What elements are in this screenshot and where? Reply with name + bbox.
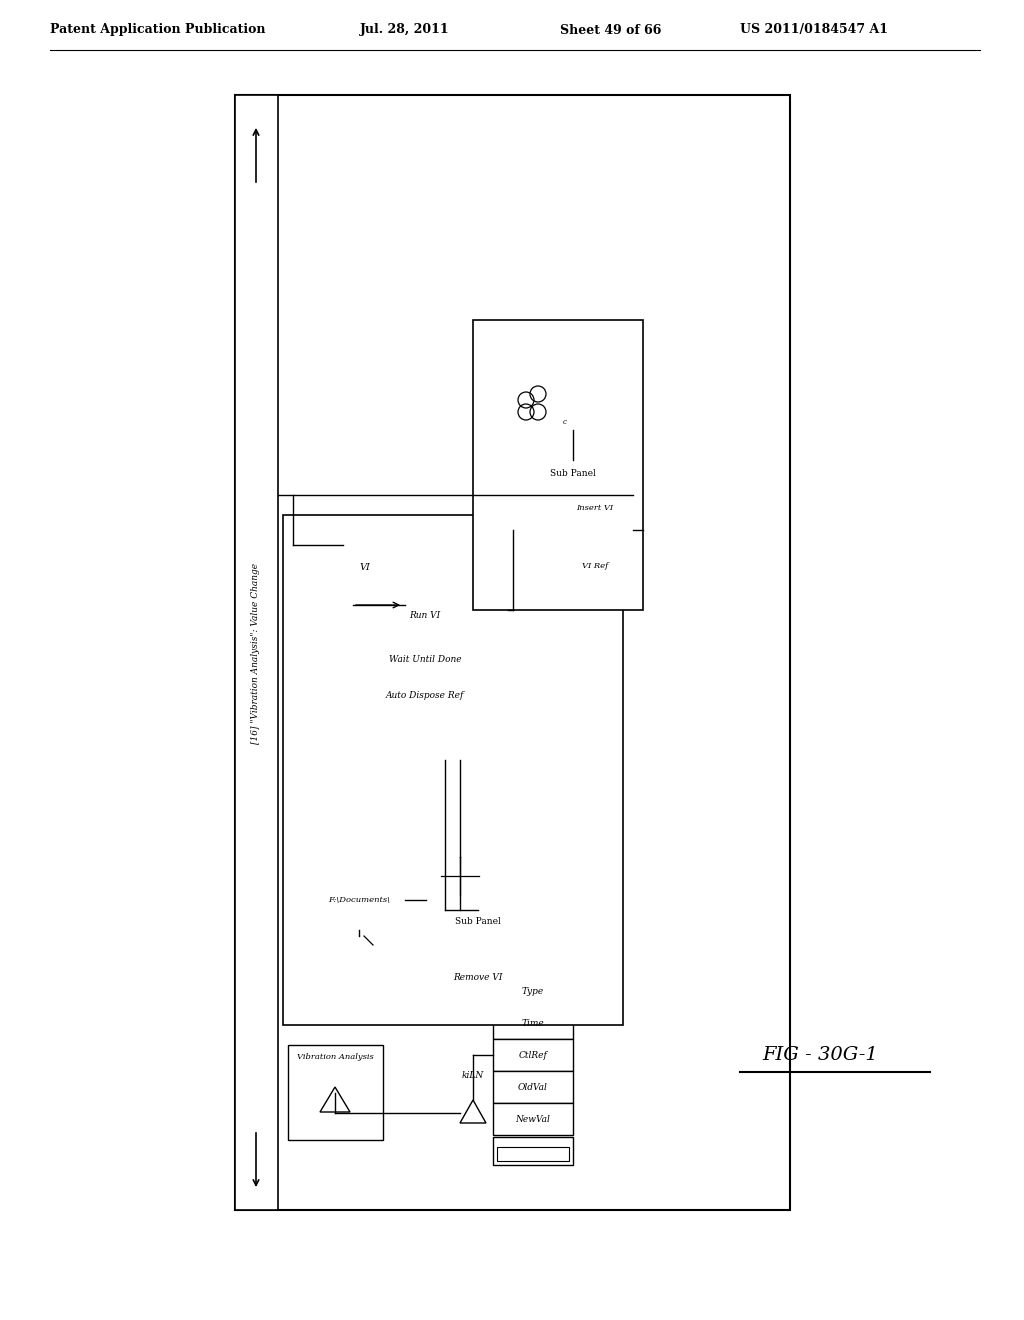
Text: Type: Type	[522, 986, 544, 995]
Bar	[513, 459, 633, 601]
Bar	[473, 319, 643, 610]
Bar	[497, 1147, 569, 1162]
Text: kiLN: kiLN	[462, 1071, 484, 1080]
Bar	[283, 515, 623, 1026]
Bar	[493, 975, 573, 1007]
Text: [16] "Vibration Analysis": Value Change: [16] "Vibration Analysis": Value Change	[252, 562, 260, 743]
Bar	[568, 480, 623, 535]
Text: NewVal: NewVal	[515, 1114, 551, 1123]
Text: CtlRef: CtlRef	[518, 1051, 548, 1060]
Bar	[493, 1007, 573, 1039]
Bar	[568, 543, 623, 590]
Text: FIG - 30G-1: FIG - 30G-1	[762, 1045, 878, 1064]
Text: VI Ref: VI Ref	[582, 562, 608, 570]
Text: Time: Time	[521, 1019, 545, 1027]
Text: US 2011/0184547 A1: US 2011/0184547 A1	[740, 24, 888, 37]
Text: Sheet 49 of 66: Sheet 49 of 66	[560, 24, 662, 37]
Bar	[441, 857, 479, 895]
Bar	[426, 909, 531, 1015]
Text: Vibration Analysis: Vibration Analysis	[297, 1053, 374, 1061]
Text: Jul. 28, 2011: Jul. 28, 2011	[360, 24, 450, 37]
Bar	[416, 704, 454, 742]
Bar	[288, 1045, 383, 1140]
Bar	[362, 704, 401, 742]
Bar	[234, 95, 278, 1210]
Bar	[343, 545, 508, 760]
Bar	[431, 950, 526, 1005]
Text: Remove VI: Remove VI	[454, 974, 503, 982]
Bar	[234, 95, 790, 1210]
Text: c: c	[563, 418, 567, 426]
Bar	[493, 1039, 573, 1071]
Bar	[516, 375, 584, 430]
Bar	[493, 1104, 573, 1135]
Bar	[479, 851, 488, 869]
Text: Sub Panel: Sub Panel	[455, 917, 501, 927]
Text: Run VI: Run VI	[410, 610, 440, 619]
Bar	[518, 480, 563, 540]
Text: Insert VI: Insert VI	[577, 504, 613, 512]
Text: F:\Documents\: F:\Documents\	[328, 896, 390, 904]
Text: Wait Until Done: Wait Until Done	[389, 656, 462, 664]
Bar	[493, 1071, 573, 1104]
Bar	[493, 1137, 573, 1166]
Text: Sub Panel: Sub Panel	[550, 469, 596, 478]
Text: Auto Dispose Ref: Auto Dispose Ref	[386, 690, 464, 700]
Text: OldVal: OldVal	[518, 1082, 548, 1092]
Bar	[345, 936, 373, 968]
Bar	[554, 389, 575, 418]
Bar	[313, 870, 406, 931]
Text: Patent Application Publication: Patent Application Publication	[50, 24, 265, 37]
Text: VI: VI	[359, 562, 371, 572]
